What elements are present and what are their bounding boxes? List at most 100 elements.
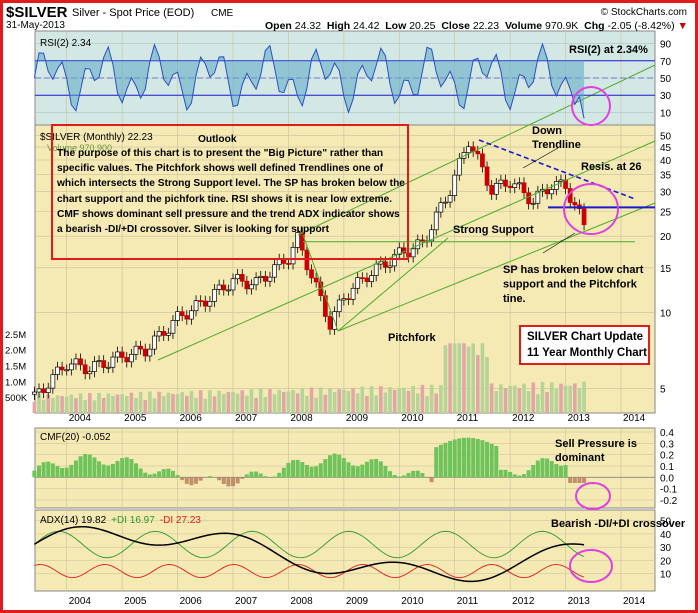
volume-bar	[152, 398, 157, 413]
volume-bar	[282, 391, 286, 413]
price-candle	[147, 348, 153, 357]
price-tick-label: 25	[660, 208, 672, 219]
volume-bar	[83, 400, 87, 413]
volume-bar	[318, 387, 323, 413]
volume-bar	[101, 397, 106, 413]
cmf-bar	[485, 441, 490, 478]
cmf-bar	[309, 466, 314, 478]
price-candle	[383, 261, 388, 268]
volume-bar	[46, 394, 51, 413]
price-candle	[179, 311, 185, 316]
price-candle	[133, 345, 139, 355]
broken-support-label: SP has broken below chart support and the…	[503, 264, 644, 305]
cmf-bar	[161, 469, 166, 478]
cmf-bar	[443, 442, 448, 478]
price-tick-label: 15	[660, 264, 672, 275]
volume-bar	[494, 391, 499, 413]
price-tick-label: 10	[660, 308, 672, 319]
x-tick-label-mid: 2007	[235, 413, 258, 424]
volume-bar	[499, 384, 503, 413]
price-candle	[530, 202, 536, 205]
cmf-bar	[263, 476, 268, 478]
cmf-bar	[304, 464, 309, 478]
volume-bar	[402, 387, 406, 413]
volume-bar	[88, 392, 92, 413]
chart-canvas: 2004 2004 2005 2005 2006 2006 2007 2007 2008 2008…	[5, 30, 686, 607]
volume-bar	[522, 383, 526, 413]
cmf-bar	[175, 475, 180, 478]
cmf-bar	[129, 459, 134, 478]
volume-bar	[134, 397, 138, 413]
price-candle	[87, 371, 93, 375]
down-trendline-label: Down Trendline	[532, 125, 581, 151]
cmf-bar	[411, 470, 416, 478]
price-candle	[526, 192, 531, 205]
price-candle	[198, 300, 204, 302]
price-tick-label: 45	[660, 143, 672, 154]
price-candle	[443, 201, 448, 204]
volume-bar	[258, 388, 263, 413]
cmf-bar	[364, 461, 369, 478]
cmf-bar	[406, 472, 411, 478]
x-tick-label-bottom: 2008	[290, 596, 313, 607]
cmf-bar	[134, 463, 138, 478]
cmf-bar	[457, 438, 462, 478]
volume-bar	[406, 390, 411, 413]
cmf-bar	[277, 472, 282, 478]
volume-bar	[41, 399, 46, 413]
volume-bar	[503, 388, 508, 413]
price-candle	[156, 331, 162, 337]
volume-bar	[208, 390, 212, 413]
price-candle	[517, 182, 522, 185]
cmf-bar	[401, 475, 406, 478]
x-tick-label-mid: 2009	[346, 413, 369, 424]
volume-bar	[189, 390, 194, 413]
pitchfork-median	[297, 64, 656, 236]
trendline-pointer	[522, 147, 559, 169]
price-candle	[480, 153, 485, 168]
price-candle	[438, 202, 444, 213]
price-candle	[105, 366, 111, 369]
chart-date: 31-May-2013	[6, 20, 65, 31]
cmf-bar	[101, 464, 106, 478]
cmf-bar	[115, 460, 120, 478]
cmf-bar	[392, 475, 397, 478]
x-tick-label-bottom: 2014	[623, 596, 646, 607]
volume-bar	[245, 395, 249, 413]
volume-bar	[563, 385, 568, 413]
cmf-bar	[535, 460, 540, 478]
price-candle	[55, 366, 60, 375]
volume-bar	[226, 391, 231, 413]
price-candle	[359, 277, 365, 279]
volume-bar	[328, 387, 332, 413]
cmf-bar	[272, 476, 277, 478]
cmf-bar	[323, 459, 328, 478]
cmf-bar	[32, 470, 37, 478]
price-candle	[498, 179, 504, 184]
price-candle	[124, 357, 130, 363]
price-candle	[267, 276, 273, 282]
volume-bar	[60, 395, 64, 413]
volume-bar	[392, 389, 397, 413]
cmf-bar	[254, 471, 259, 478]
cmf-bar	[46, 461, 51, 478]
volume-bar	[194, 397, 198, 413]
volume-bar	[64, 396, 69, 413]
cmf-bar	[475, 438, 480, 478]
price-candle	[507, 185, 513, 188]
cmf-bar	[489, 443, 494, 478]
rsi-highlight-circle	[571, 86, 611, 126]
price-candle	[110, 356, 116, 368]
price-candle	[503, 179, 508, 187]
rsi-annotation: RSI(2) at 2.34%	[569, 44, 648, 56]
price-candle	[355, 277, 361, 289]
volume-bar	[115, 394, 120, 413]
price-tick-label: 35	[660, 171, 672, 182]
cmf-bar	[207, 476, 212, 478]
price-candle	[327, 316, 333, 330]
price-candle	[341, 298, 347, 301]
price-candle	[36, 388, 42, 393]
volume-bar	[420, 384, 425, 413]
price-candle	[369, 275, 374, 282]
price-candle	[68, 363, 74, 371]
